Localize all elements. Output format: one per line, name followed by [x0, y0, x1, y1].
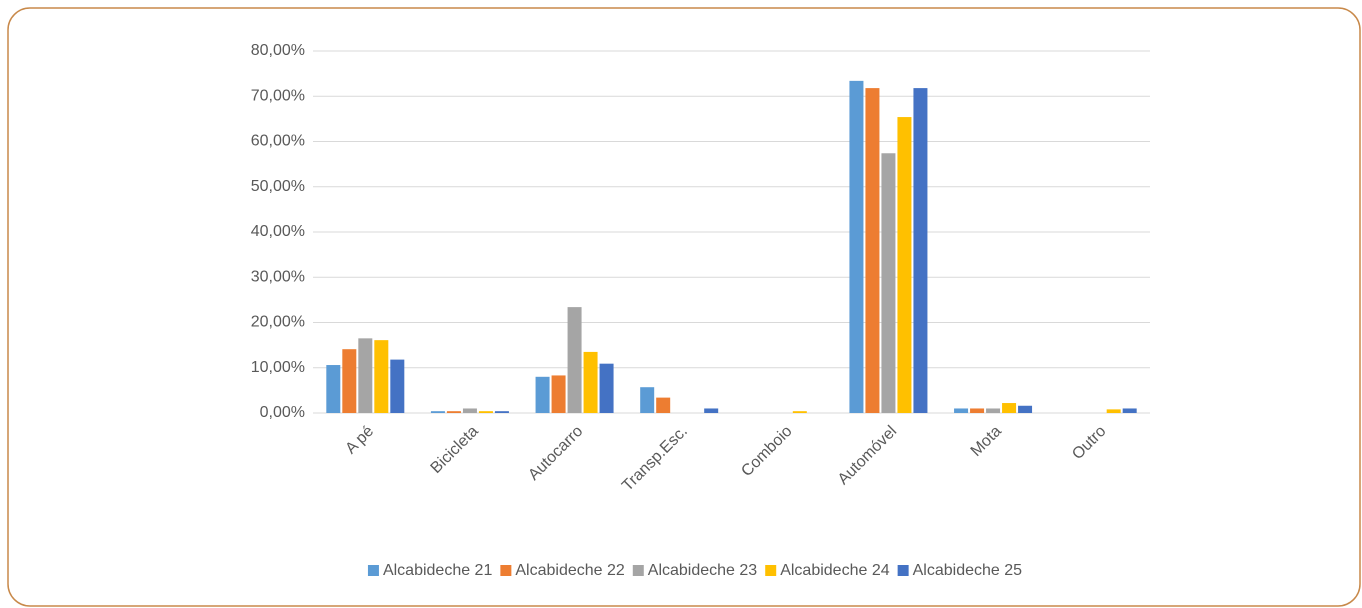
- bar: [640, 387, 655, 413]
- bar: [1002, 403, 1017, 413]
- chart-border: [7, 7, 1361, 607]
- legend-label: Alcabideche 21: [383, 562, 493, 579]
- bar: [358, 338, 373, 413]
- y-tick-label: 0,00%: [260, 404, 305, 421]
- bar: [849, 80, 864, 414]
- y-tick-label: 70,00%: [251, 87, 305, 104]
- bar: [865, 88, 880, 413]
- bar: [881, 153, 896, 413]
- bar: [478, 411, 493, 413]
- bar: [342, 349, 357, 413]
- bar: [897, 117, 912, 413]
- bar: [970, 408, 985, 413]
- legend-label: Alcabideche 22: [515, 562, 625, 579]
- legend-swatch: [632, 565, 644, 576]
- y-tick-label: 40,00%: [251, 223, 305, 240]
- legend-label: Alcabideche 24: [780, 562, 890, 579]
- y-tick-label: 60,00%: [251, 133, 305, 150]
- bar: [446, 411, 461, 413]
- bar: [954, 408, 969, 413]
- legend-swatch: [765, 565, 777, 576]
- y-tick-label: 10,00%: [251, 359, 305, 376]
- bar: [462, 408, 477, 413]
- bar: [704, 408, 719, 413]
- bar: [986, 408, 1001, 413]
- bar: [430, 411, 445, 413]
- bar: [583, 351, 598, 413]
- bar: [326, 365, 341, 413]
- bar: [1106, 409, 1121, 413]
- legend-label: Alcabideche 25: [913, 562, 1023, 579]
- bar: [567, 307, 582, 413]
- legend-swatch: [897, 565, 909, 576]
- bar: [374, 340, 389, 413]
- bar: [599, 363, 614, 413]
- bar: [535, 376, 550, 413]
- bar: [551, 375, 566, 413]
- bar: [494, 411, 509, 413]
- bar: [1122, 408, 1137, 413]
- bar: [1018, 405, 1033, 413]
- y-tick-label: 50,00%: [251, 178, 305, 195]
- legend-label: Alcabideche 23: [648, 562, 758, 579]
- legend-swatch: [367, 565, 379, 576]
- bar: [656, 397, 671, 413]
- y-tick-label: 20,00%: [251, 314, 305, 331]
- legend-swatch: [500, 565, 512, 576]
- y-tick-label: 30,00%: [251, 268, 305, 285]
- bar: [390, 359, 405, 413]
- y-tick-label: 80,00%: [251, 42, 305, 59]
- bar: [913, 88, 928, 413]
- bar: [792, 411, 807, 413]
